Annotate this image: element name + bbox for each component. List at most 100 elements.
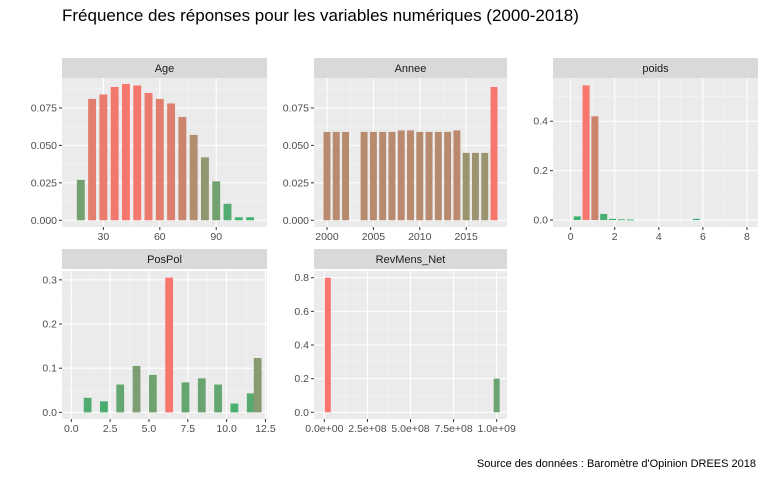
y-tick-label: 0.2 xyxy=(294,373,309,385)
bar xyxy=(342,131,350,221)
bar xyxy=(76,179,85,221)
bar xyxy=(462,152,470,221)
y-tick-label: 0.075 xyxy=(31,102,57,114)
bar xyxy=(332,131,340,221)
bar xyxy=(608,218,617,221)
facet-strip-label: RevMens_Net xyxy=(376,254,446,266)
y-tick-label: 0.075 xyxy=(283,102,309,114)
bar xyxy=(397,130,405,221)
x-tick-label: 0.0e+00 xyxy=(305,423,343,435)
y-tick-label: 0.050 xyxy=(31,140,57,152)
x-tick-label: 2015 xyxy=(454,231,478,243)
bar xyxy=(388,131,396,221)
bar xyxy=(481,152,489,221)
y-tick-label: 0.0 xyxy=(533,215,548,227)
y-tick-label: 0.4 xyxy=(533,116,548,128)
x-tick-label: 2 xyxy=(612,231,618,243)
bar xyxy=(223,203,232,221)
bar xyxy=(490,86,498,221)
bar xyxy=(591,116,599,221)
x-tick-label: 90 xyxy=(210,231,222,243)
bar xyxy=(617,219,625,221)
y-tick-label: 0.2 xyxy=(533,165,548,177)
y-tick-label: 0.6 xyxy=(294,306,309,318)
bar xyxy=(132,365,141,413)
x-tick-label: 5.0 xyxy=(142,423,157,435)
bar xyxy=(573,216,581,221)
bar xyxy=(189,134,198,221)
bar xyxy=(471,152,479,221)
y-tick-label: 0.4 xyxy=(294,340,309,352)
y-tick-label: 0.2 xyxy=(42,319,57,331)
bar xyxy=(110,86,119,221)
x-tick-label: 2.5e+08 xyxy=(348,423,386,435)
x-tick-label: 0 xyxy=(568,231,574,243)
bar xyxy=(178,116,187,221)
bar xyxy=(582,85,590,221)
bar xyxy=(444,131,452,221)
facet-strip xyxy=(62,58,267,78)
bar xyxy=(626,219,634,221)
bar xyxy=(434,131,442,221)
bar xyxy=(83,397,92,413)
y-tick-label: 0.025 xyxy=(31,177,57,189)
x-tick-label: 12.5 xyxy=(255,423,276,435)
bar xyxy=(155,98,164,221)
bar xyxy=(99,94,108,221)
y-tick-label: 0.3 xyxy=(42,274,57,286)
facet-strip-label: PosPol xyxy=(147,254,182,266)
bar xyxy=(360,131,368,221)
facet-strip-label: poids xyxy=(642,63,669,75)
panel-background xyxy=(62,78,267,227)
bar xyxy=(324,277,331,413)
y-tick-label: 0.000 xyxy=(31,215,57,227)
facet-strip-label: Age xyxy=(155,63,175,75)
y-tick-label: 0.8 xyxy=(294,272,309,284)
bar xyxy=(133,85,142,221)
facet-strip xyxy=(314,58,507,78)
chart-title: Fréquence des réponses pour les variable… xyxy=(62,6,579,25)
x-tick-label: 10.0 xyxy=(216,423,237,435)
bar xyxy=(600,213,608,221)
bar xyxy=(493,378,500,413)
x-tick-label: 0.0 xyxy=(64,423,79,435)
bar xyxy=(121,83,130,221)
bar xyxy=(234,217,243,221)
x-tick-label: 5.0e+08 xyxy=(391,423,429,435)
x-tick-label: 2005 xyxy=(362,231,386,243)
bar xyxy=(214,384,222,413)
bar xyxy=(230,403,239,413)
y-tick-label: 0.0 xyxy=(294,407,309,419)
bar xyxy=(100,401,108,413)
bar xyxy=(212,181,221,221)
bar xyxy=(692,218,700,221)
x-tick-label: 2.5 xyxy=(103,423,118,435)
y-tick-label: 0.025 xyxy=(283,177,309,189)
facet-strip xyxy=(314,249,507,269)
bar xyxy=(407,130,414,221)
facet-strip-label: Annee xyxy=(395,63,427,75)
x-tick-label: 7.5 xyxy=(180,423,195,435)
y-tick-label: 0.0 xyxy=(42,407,57,419)
bar xyxy=(148,374,157,413)
bar xyxy=(165,277,174,413)
facet-strip xyxy=(62,249,267,269)
x-tick-label: 8 xyxy=(744,231,750,243)
x-tick-label: 60 xyxy=(154,231,166,243)
facet-strip xyxy=(553,58,758,78)
bar xyxy=(181,382,190,413)
y-tick-label: 0.000 xyxy=(283,215,309,227)
bar xyxy=(197,378,206,413)
bar xyxy=(369,131,377,221)
bar xyxy=(116,384,125,413)
x-tick-label: 2000 xyxy=(315,231,339,243)
bar xyxy=(323,131,331,221)
bar xyxy=(167,103,176,221)
bar xyxy=(379,131,387,221)
x-tick-label: 7.5e+08 xyxy=(434,423,472,435)
bar xyxy=(416,131,424,221)
panel-background xyxy=(62,271,267,419)
bar xyxy=(144,92,153,221)
y-tick-label: 0.1 xyxy=(42,363,57,375)
